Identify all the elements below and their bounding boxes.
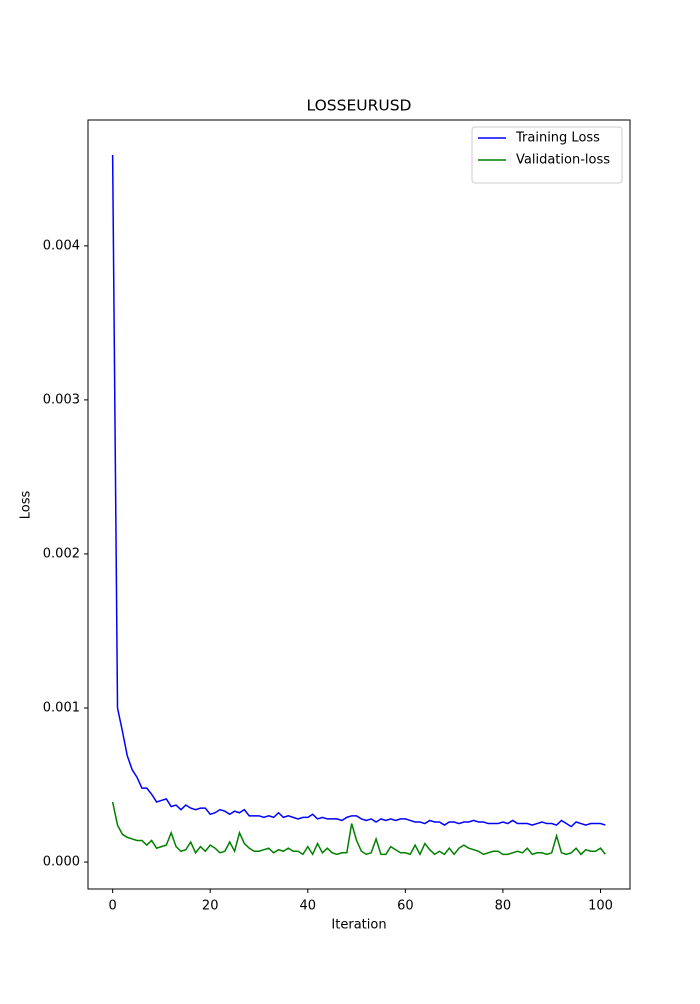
- x-tick-label: 100: [588, 899, 613, 914]
- plot-frame: [87, 119, 631, 890]
- chart-title: LOSSEURUSD: [307, 97, 412, 115]
- x-tick-label: 0: [108, 899, 116, 914]
- y-tick-label: 0.003: [43, 392, 80, 407]
- legend-label: Validation-loss: [516, 153, 610, 168]
- y-axis-label: Loss: [19, 491, 34, 520]
- line: [111, 154, 606, 828]
- y-tick-label: 0.000: [43, 855, 80, 870]
- y-tick-label: 0.002: [43, 546, 80, 561]
- x-axis-label: Iteration: [331, 918, 386, 933]
- x-tick-label: 20: [202, 899, 219, 914]
- legend-box: [471, 126, 623, 184]
- legend-label: Training Loss: [515, 131, 600, 146]
- line: [111, 801, 606, 857]
- x-tick-label: 40: [300, 899, 317, 914]
- y-tick-label: 0.004: [43, 238, 80, 253]
- x-tick-label: 80: [495, 899, 512, 914]
- y-tick-label: 0.001: [43, 700, 80, 715]
- x-tick-label: 60: [397, 899, 414, 914]
